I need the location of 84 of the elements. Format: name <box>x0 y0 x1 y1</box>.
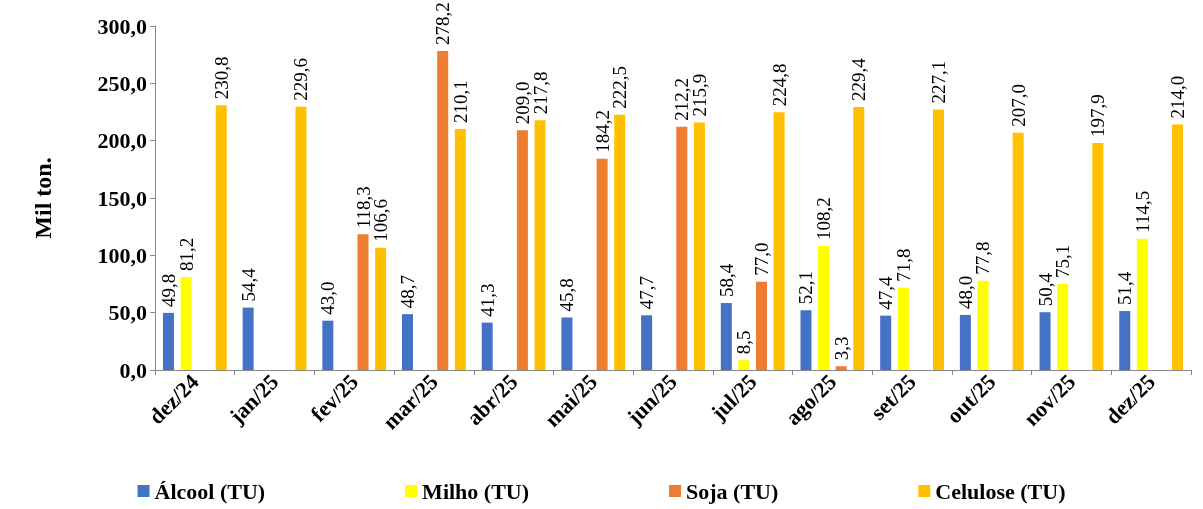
data-label: 278,2 <box>432 2 454 45</box>
bar <box>1057 283 1069 370</box>
bar <box>322 320 334 370</box>
bar <box>773 112 785 370</box>
legend-label: Milho (TU) <box>422 478 530 504</box>
bar <box>1136 238 1148 370</box>
data-label: 8,5 <box>733 330 755 355</box>
bar <box>561 317 573 370</box>
bar <box>693 122 705 370</box>
data-label: 209,0 <box>511 81 533 125</box>
data-label: 48,0 <box>954 275 976 309</box>
bar <box>818 245 830 370</box>
data-label: 52,1 <box>795 271 817 305</box>
bar <box>738 360 750 370</box>
data-label: 114,5 <box>1131 190 1153 233</box>
bar <box>1012 132 1024 370</box>
data-label: 184,2 <box>591 110 613 153</box>
y-tick-label: 50,0 <box>108 300 147 326</box>
bar <box>1039 312 1051 370</box>
bar <box>755 281 767 370</box>
bar <box>437 51 449 370</box>
legend-label: Álcool (TU) <box>154 478 266 504</box>
bar <box>614 114 626 370</box>
bar <box>977 280 989 370</box>
data-label: 222,5 <box>609 66 631 109</box>
legend-label: Celulose (TU) <box>935 478 1066 504</box>
data-label: 229,4 <box>848 57 870 101</box>
bar <box>800 310 812 370</box>
data-label: 210,1 <box>449 80 471 124</box>
data-label: 49,8 <box>157 273 179 307</box>
bar <box>242 307 254 370</box>
bar <box>959 314 971 370</box>
bar <box>1172 124 1184 370</box>
data-label: 3,3 <box>830 336 852 361</box>
data-label: 77,0 <box>750 242 772 276</box>
data-label: 45,8 <box>556 278 578 312</box>
bar <box>880 315 892 370</box>
data-label: 51,4 <box>1114 271 1136 306</box>
bar <box>295 106 307 370</box>
y-axis-title: Mil ton. <box>30 157 56 239</box>
bar <box>454 129 466 370</box>
data-label: 197,9 <box>1087 94 1109 138</box>
data-label: 48,7 <box>397 274 419 309</box>
bar <box>641 315 653 370</box>
bar <box>402 314 414 370</box>
y-tick-label: 150,0 <box>97 185 147 211</box>
legend-label: Soja (TU) <box>686 478 779 504</box>
data-label: 212,2 <box>671 77 693 121</box>
bar <box>932 109 944 370</box>
data-label: 58,4 <box>715 263 737 298</box>
bar <box>375 247 387 370</box>
data-label: 229,6 <box>290 57 312 101</box>
data-label: 54,4 <box>237 267 259 302</box>
y-tick-label: 100,0 <box>97 242 147 268</box>
bar <box>357 234 369 370</box>
bar <box>720 303 732 370</box>
data-label: 214,0 <box>1167 75 1189 119</box>
data-label: 108,2 <box>813 197 835 240</box>
data-label: 227,1 <box>927 60 949 104</box>
y-tick-label: 0,0 <box>119 357 147 383</box>
bar <box>180 276 192 370</box>
bar <box>534 120 546 370</box>
y-tick-label: 300,0 <box>97 13 147 39</box>
y-tick-label: 200,0 <box>97 128 147 154</box>
data-label: 207,0 <box>1007 83 1029 127</box>
bar <box>481 322 493 370</box>
bar <box>835 366 847 370</box>
bar <box>215 105 227 370</box>
bar <box>853 106 865 370</box>
data-label: 81,2 <box>175 237 197 271</box>
bar <box>676 126 688 370</box>
bar <box>897 287 909 370</box>
bar <box>596 158 608 370</box>
bar <box>516 130 528 370</box>
data-label: 230,8 <box>210 56 232 100</box>
y-tick-label: 250,0 <box>97 70 147 96</box>
bar <box>1092 143 1104 370</box>
data-label: 47,7 <box>636 276 658 310</box>
data-label: 41,3 <box>476 283 498 317</box>
data-label: 43,0 <box>317 281 339 315</box>
data-label: 77,8 <box>972 241 994 275</box>
data-label: 224,8 <box>768 63 790 107</box>
bar <box>162 312 174 370</box>
bar <box>1119 311 1131 370</box>
